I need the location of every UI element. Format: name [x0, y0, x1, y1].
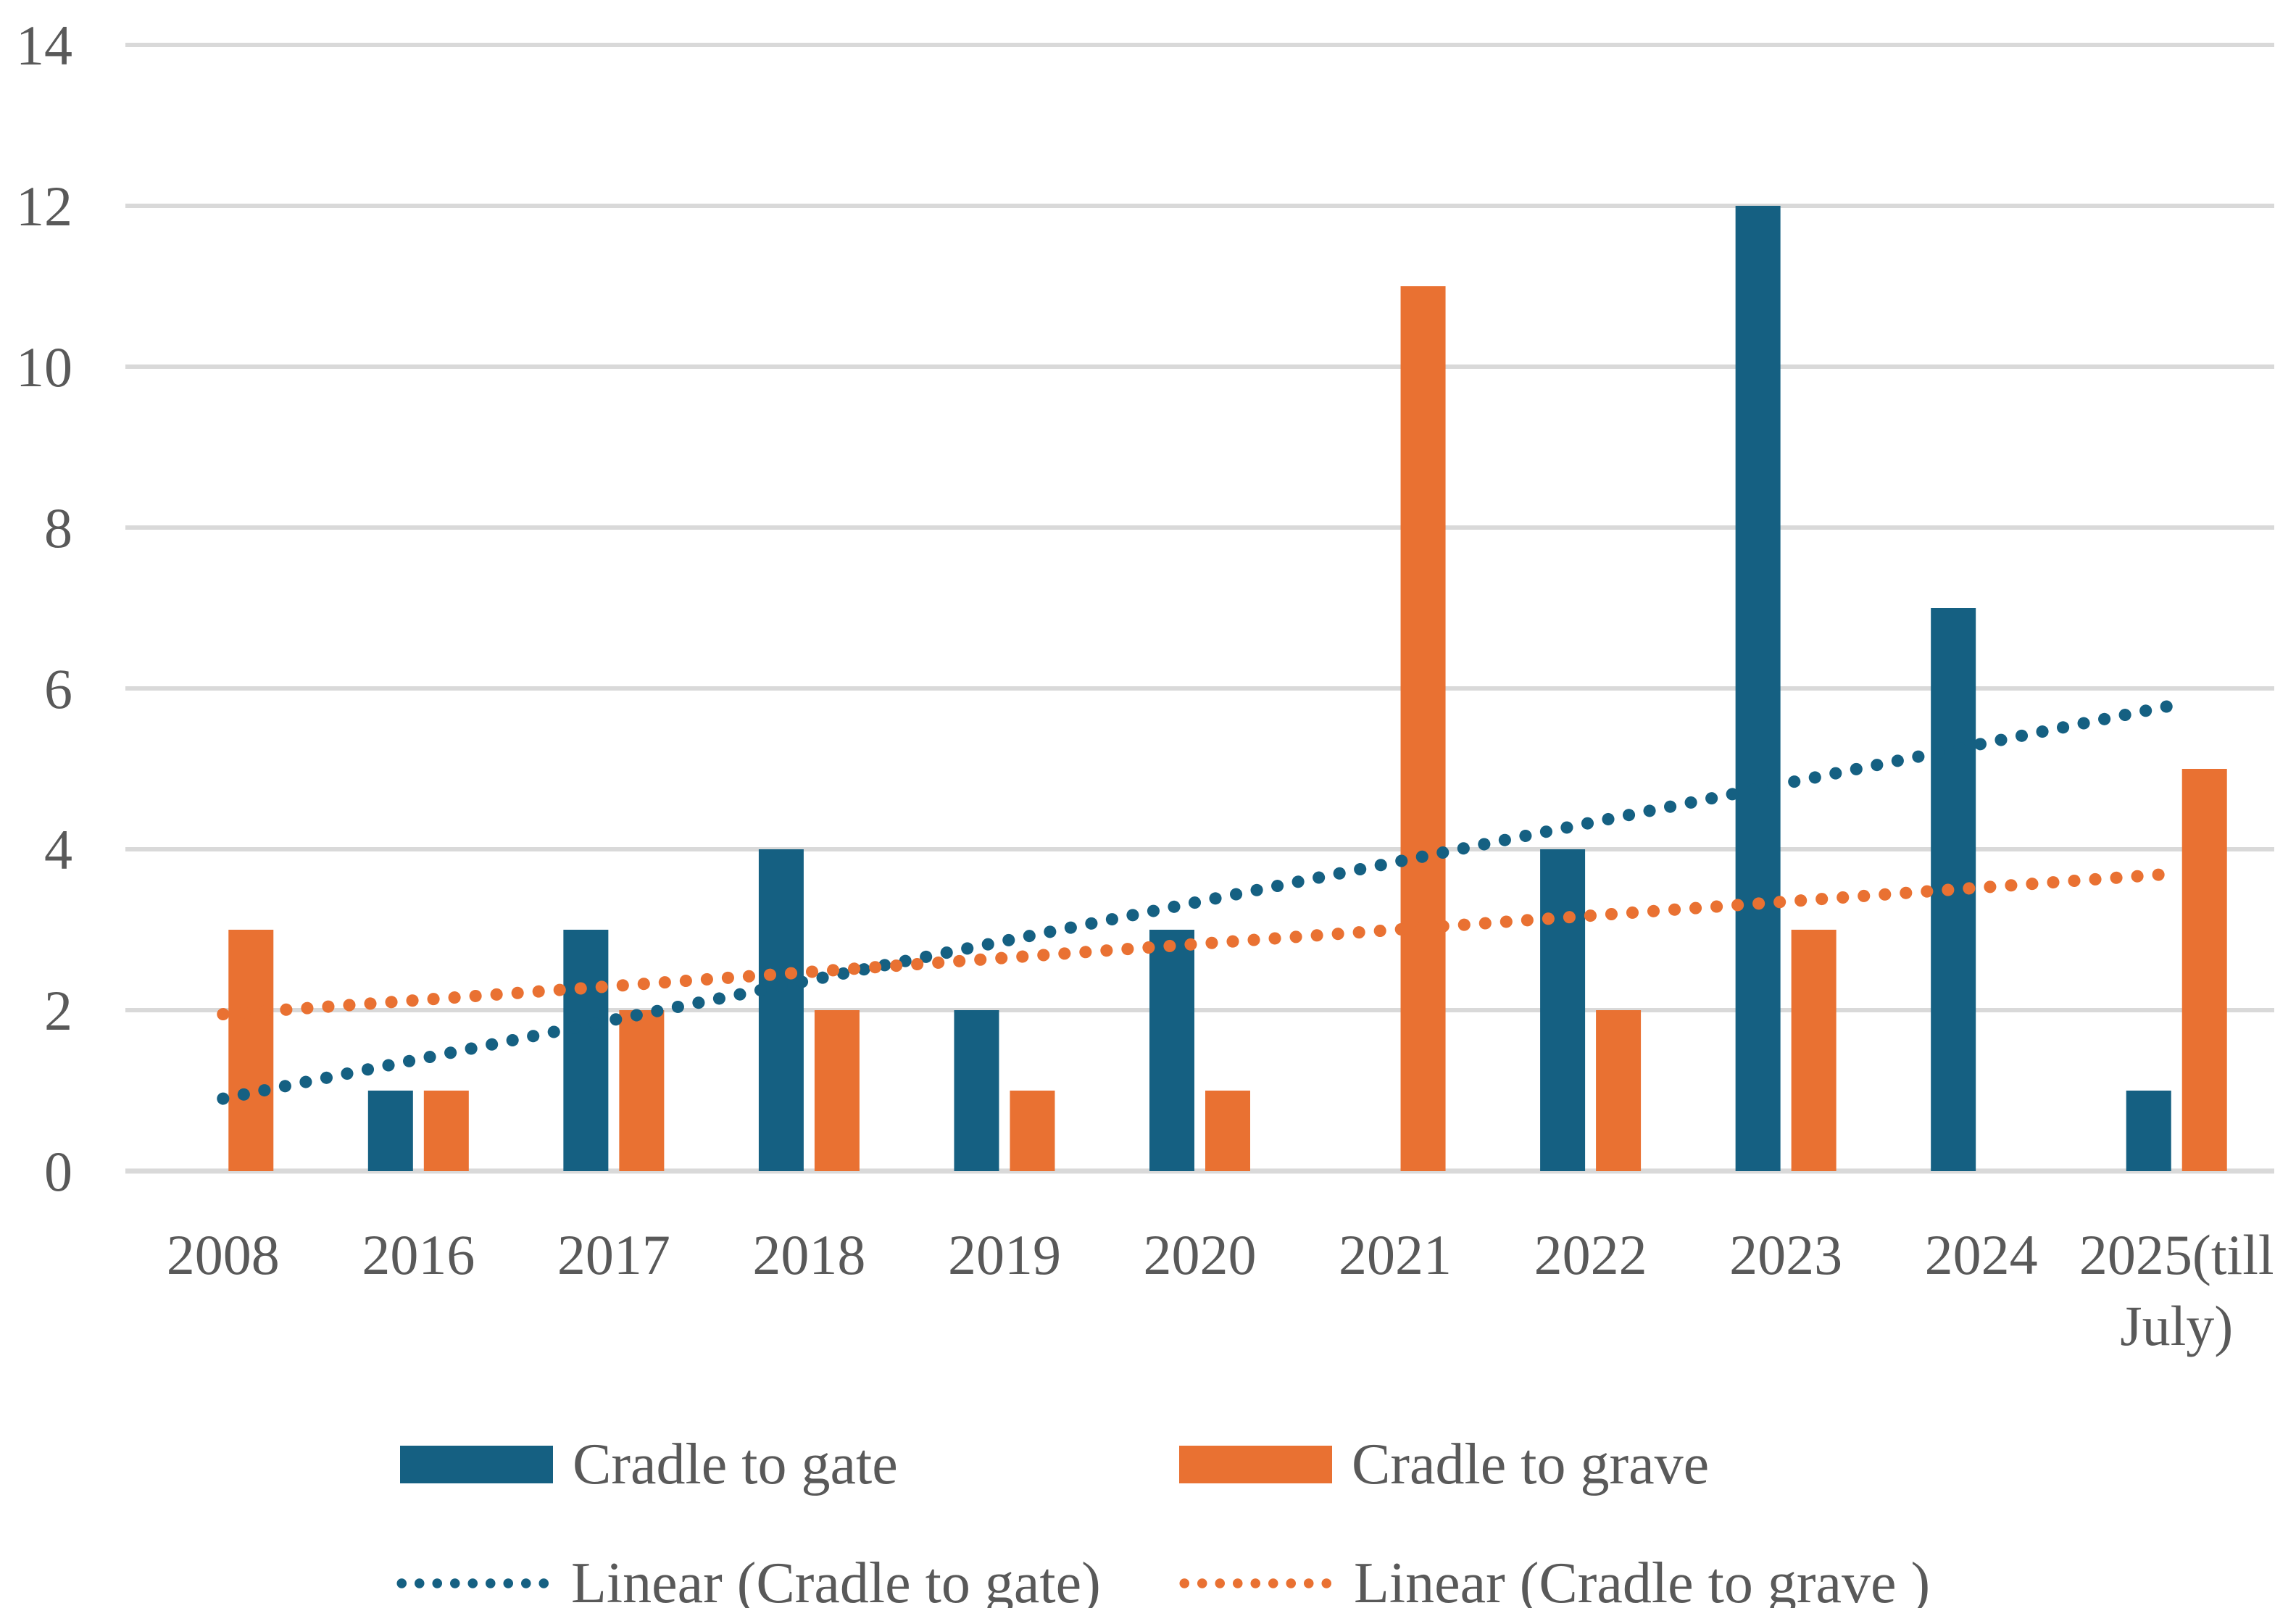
legend-item-cradle-to-gate: Cradle to gate	[400, 1433, 898, 1496]
legend-swatch-cradle-to-gate	[400, 1446, 553, 1483]
y-axis-tick-label-6: 6	[44, 657, 72, 720]
bar-cradle-to-grave-2025(till July)	[2181, 769, 2227, 1171]
x-axis-tick-label-2019: 2019	[948, 1223, 1061, 1286]
bar-cradle-to-gate-2018	[758, 849, 804, 1171]
bar-cradle-to-gate-2019	[954, 1010, 999, 1171]
bar-cradle-to-grave-2020	[1205, 1091, 1250, 1171]
legend-label-linear-cradle-to-grave: Linear (Cradle to grave )	[1354, 1551, 1931, 1608]
bar-chart-plot: 0 2 4 6 8 10 12 14 2008 2016 2017 2018 2019 2020 2021 2…	[16, 14, 2274, 1357]
x-axis-tick-label-2025(till July): 2025(till	[2079, 1223, 2274, 1286]
bar-cradle-to-grave-2023	[1791, 930, 1837, 1171]
bar-cradle-to-grave-2018	[814, 1010, 860, 1171]
legend-dotted-line-gate-icon	[393, 1578, 551, 1588]
legend-item-linear-cradle-to-grave: Linear (Cradle to grave )	[1176, 1551, 1931, 1608]
x-axis-tick-label-2008: 2008	[167, 1223, 280, 1286]
legend-dotted-line-grave-icon	[1176, 1578, 1334, 1588]
bar-cradle-to-grave-2017	[619, 1010, 665, 1171]
bar-cradle-to-grave-2021	[1400, 286, 1446, 1171]
y-axis-tick-label-4: 4	[44, 818, 72, 881]
x-axis-tick-label-2018: 2018	[752, 1223, 865, 1286]
y-axis-tick-label-8: 8	[44, 496, 72, 559]
bar-cradle-to-grave-2016	[423, 1091, 469, 1171]
legend-label-cradle-to-gate: Cradle to gate	[573, 1433, 898, 1496]
x-axis-tick-label-2024: 2024	[1925, 1223, 2038, 1286]
x-axis-tick-label-2016: 2016	[362, 1223, 475, 1286]
legend-swatch-cradle-to-grave	[1179, 1446, 1332, 1483]
x-axis-tick-label-2025(till July): July)	[2120, 1294, 2233, 1357]
y-axis-tick-label-2: 2	[44, 979, 72, 1042]
x-axis-tick-label-2023: 2023	[1729, 1223, 1842, 1286]
trendline-cradle-to-grave	[217, 867, 2183, 1021]
legend-label-cradle-to-grave: Cradle to grave	[1352, 1433, 1710, 1496]
bar-cradle-to-gate-2023	[1735, 206, 1781, 1171]
legend-item-linear-cradle-to-gate: Linear (Cradle to gate)	[393, 1551, 1101, 1608]
legend-label-linear-cradle-to-gate: Linear (Cradle to gate)	[571, 1551, 1101, 1608]
y-axis-tick-label-10: 10	[16, 336, 72, 399]
x-axis-tick-label-2017: 2017	[557, 1223, 670, 1286]
trendline-cradle-to-gate	[217, 698, 2183, 1105]
bar-cradle-to-gate-2020	[1149, 930, 1194, 1171]
legend-item-cradle-to-grave: Cradle to grave	[1179, 1433, 1710, 1496]
x-axis-tick-label-2021: 2021	[1339, 1223, 1452, 1286]
bar-cradle-to-grave-2019	[1010, 1091, 1055, 1171]
bar-cradle-to-grave-2022	[1596, 1010, 1642, 1171]
bar-cradle-to-gate-2025(till July)	[2126, 1091, 2171, 1171]
x-axis-tick-label-2020: 2020	[1144, 1223, 1257, 1286]
bar-cradle-to-gate-2022	[1540, 849, 1586, 1171]
y-axis-tick-label-14: 14	[16, 14, 72, 77]
bar-cradle-to-grave-2008	[228, 930, 274, 1171]
bar-cradle-to-gate-2017	[563, 930, 609, 1171]
x-axis-tick-label-2022: 2022	[1534, 1223, 1647, 1286]
y-axis-tick-label-12: 12	[16, 175, 72, 238]
y-axis-tick-label-0: 0	[44, 1140, 72, 1203]
bar-cradle-to-gate-2016	[367, 1091, 413, 1171]
